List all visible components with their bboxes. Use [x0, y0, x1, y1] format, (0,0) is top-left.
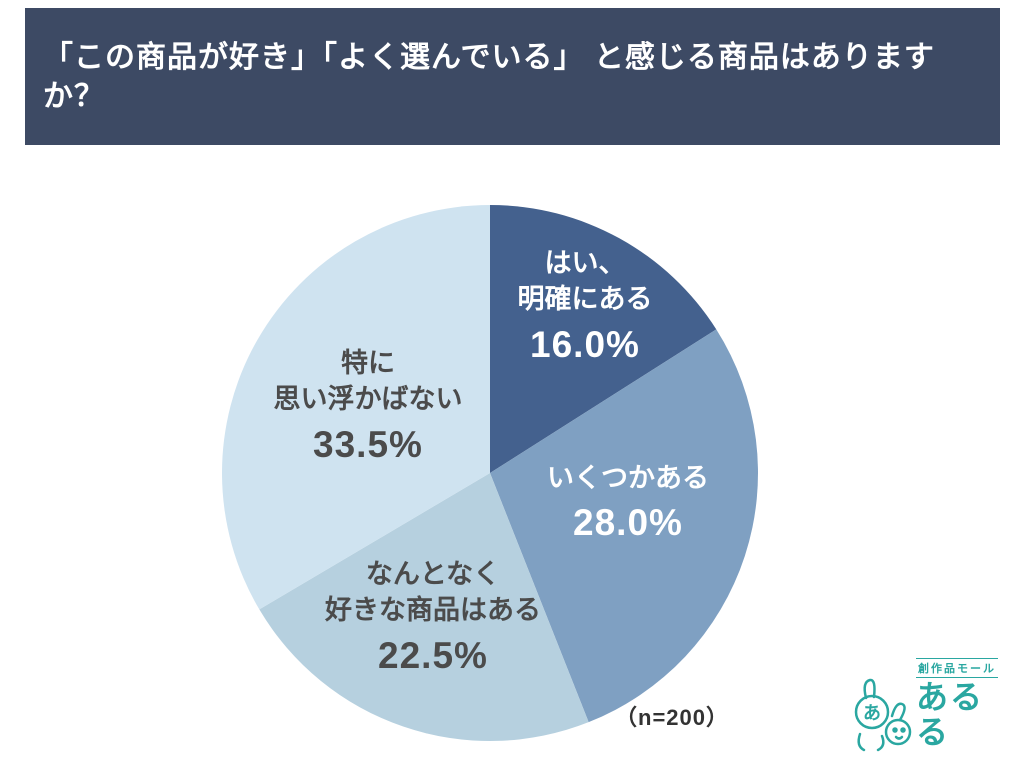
slice-label-vaguely: なんとなく 好きな商品はある 22.5%: [325, 556, 541, 681]
logo-text-block: 創作品モール あるる: [916, 657, 1012, 756]
pie-chart-wrapper: [210, 193, 770, 753]
pie-slice-2: [259, 473, 589, 742]
slice-label-line: なんとなく: [365, 559, 501, 589]
slice-label-line: 好きな商品はある: [325, 595, 541, 626]
slice-percent: 16.0%: [530, 323, 640, 365]
slice-label-line: いくつかある: [547, 463, 709, 493]
pie-chart-area: はい、 明確にある 16.0% いくつかある 28.0% なんとなく 好きな商品…: [0, 148, 1024, 768]
logo-brand-name: あるる: [916, 678, 985, 750]
slice-label-line: 思い浮かばない: [273, 384, 463, 415]
svg-text:あ: あ: [863, 703, 881, 723]
slice-percent: 22.5%: [378, 634, 488, 676]
slice-label-line: 明確にある: [517, 284, 653, 315]
pie-chart: [222, 204, 758, 742]
sample-size-label: （n=200）: [615, 705, 729, 730]
slice-label-several: いくつかある 28.0%: [547, 460, 709, 548]
pie-slice-1: [490, 329, 758, 723]
pie-slice-0: [490, 205, 717, 473]
slice-label-line: 特に: [341, 348, 395, 378]
slice-percent: 33.5%: [313, 423, 423, 465]
logo-tagline: 創作品モール: [916, 657, 998, 678]
slice-label-yes-clearly: はい、 明確にある 16.0%: [518, 245, 653, 370]
slice-label-none: 特に 思い浮かばない 33.5%: [274, 345, 463, 470]
brand-logo: あ 創作品モール あるる: [852, 657, 1012, 756]
slice-percent: 28.0%: [573, 502, 683, 544]
pie-slice-3: [222, 204, 490, 610]
page-title: 「この商品が好き」「よく選んでいる」 と感じる商品はありますか？: [43, 40, 935, 113]
chart-title-banner: 「この商品が好き」「よく選んでいる」 と感じる商品はありますか？: [25, 8, 1000, 145]
slice-label-line: はい、: [544, 248, 626, 278]
rabbit-mascot-icon: あ: [854, 678, 912, 752]
